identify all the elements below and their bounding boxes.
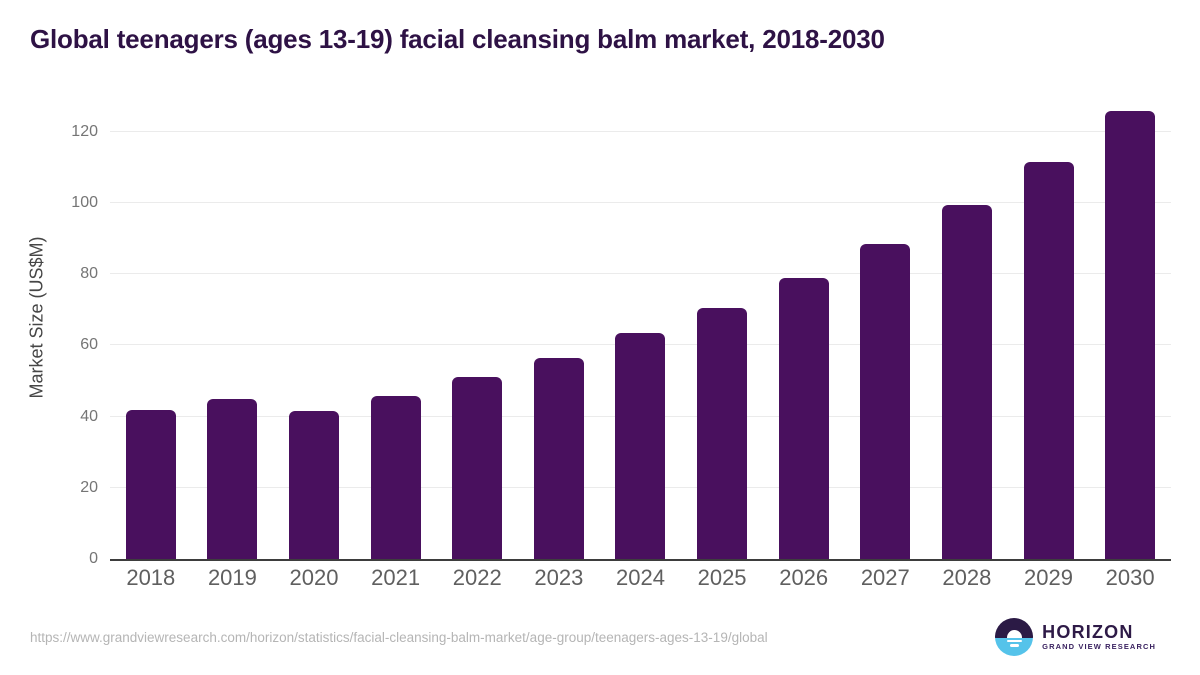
- x-tick-label-2030: 2030: [1105, 565, 1155, 590]
- bar-2022[interactable]: [452, 377, 503, 559]
- y-tick-label-120: 120: [71, 122, 98, 140]
- bar-2018[interactable]: [125, 409, 176, 559]
- x-tick-label-2025: 2025: [697, 565, 747, 590]
- x-tick-label-2029: 2029: [1024, 565, 1073, 590]
- horizon-sun-icon: [995, 618, 1034, 656]
- bar-band-2019: [192, 105, 274, 559]
- chart-title: Global teenagers (ages 13-19) facial cle…: [30, 24, 885, 54]
- bar-2020[interactable]: [289, 410, 340, 559]
- x-tick-label-2028: 2028: [942, 565, 992, 590]
- source-url: https://www.grandviewresearch.com/horizo…: [30, 630, 768, 645]
- x-tick-label-2026: 2026: [779, 565, 829, 590]
- x-tick-label-2022: 2022: [452, 565, 502, 590]
- bar-2027[interactable]: [860, 243, 911, 559]
- bar-2029[interactable]: [1023, 161, 1074, 559]
- bar-band-2026: [763, 105, 845, 559]
- sun-reflection-line: [1009, 644, 1019, 647]
- sun-dome: [1006, 629, 1022, 638]
- x-tick-label-2020: 2020: [289, 565, 339, 590]
- horizon-logo[interactable]: HORIZON GRAND VIEW RESEARCH: [995, 618, 1156, 656]
- bar-band-2027: [844, 105, 926, 559]
- bar-2023[interactable]: [533, 357, 584, 559]
- gridline-120: [110, 130, 1171, 132]
- y-tick-label-20: 20: [80, 478, 98, 496]
- plot-area: [110, 105, 1171, 561]
- x-axis-ticks: 2018 2019 2020 2021 2022 2023 2024 2025 2026 2027…: [110, 565, 1171, 591]
- bar-2028[interactable]: [941, 205, 992, 559]
- logo-subtitle: GRAND VIEW RESEARCH: [1042, 642, 1156, 651]
- bar-band-2028: [926, 105, 1008, 559]
- logo-name: HORIZON: [1042, 622, 1134, 642]
- y-axis-ticks: 0 20 40 60 80 100 120: [0, 105, 98, 566]
- bar-2026[interactable]: [778, 278, 829, 559]
- sun-reflection-line: [1006, 639, 1022, 642]
- bar-series: [110, 105, 1171, 559]
- gridline-80: [110, 273, 1171, 275]
- x-tick-label-2024: 2024: [615, 565, 665, 590]
- x-tick-label-2018: 2018: [126, 565, 176, 590]
- bar-band-2022: [436, 105, 518, 559]
- y-tick-label-60: 60: [80, 336, 98, 354]
- logo-text: HORIZON GRAND VIEW RESEARCH: [1042, 622, 1156, 652]
- y-tick-label-100: 100: [71, 193, 98, 211]
- bar-band-2023: [518, 105, 600, 559]
- y-tick-label-0: 0: [89, 550, 98, 567]
- y-tick-label-40: 40: [80, 407, 98, 425]
- bar-band-2029: [1008, 105, 1090, 559]
- bar-band-2025: [681, 105, 763, 559]
- bar-2021[interactable]: [370, 395, 421, 559]
- bar-band-2020: [273, 105, 355, 559]
- gridline-100: [110, 201, 1171, 203]
- x-tick-label-2027: 2027: [860, 565, 910, 590]
- x-tick-label-2023: 2023: [534, 565, 584, 590]
- bar-band-2030: [1089, 105, 1171, 559]
- x-tick-label-2019: 2019: [207, 565, 257, 590]
- bar-2024[interactable]: [615, 333, 666, 559]
- bar-band-2021: [355, 105, 437, 559]
- y-tick-label-80: 80: [80, 265, 98, 283]
- x-tick-label-2021: 2021: [371, 565, 421, 590]
- bar-2030[interactable]: [1105, 110, 1156, 559]
- bar-2025[interactable]: [697, 308, 748, 559]
- bar-2019[interactable]: [207, 399, 258, 559]
- bar-band-2018: [110, 105, 192, 559]
- bar-band-2024: [600, 105, 682, 559]
